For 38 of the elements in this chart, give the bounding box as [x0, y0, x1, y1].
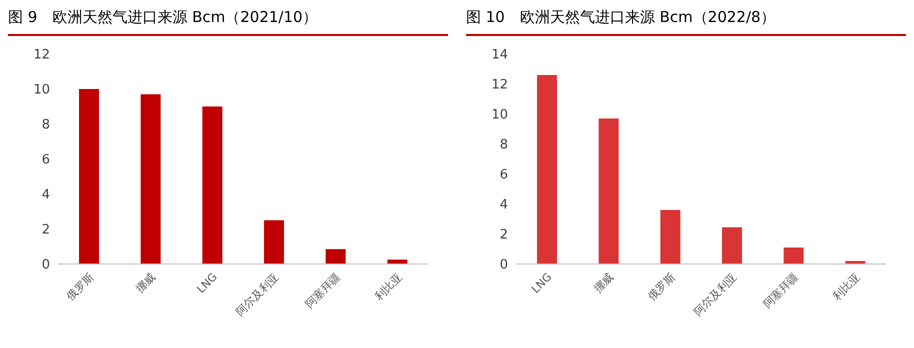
x-tick-label: 阿尔及利亚: [691, 270, 740, 319]
x-tick-label: 俄罗斯: [64, 270, 96, 303]
y-tick-label: 4: [500, 198, 508, 213]
y-tick-label: 8: [42, 118, 50, 133]
bar: [79, 89, 99, 264]
y-tick-label: 6: [500, 168, 508, 183]
y-tick-label: 12: [33, 48, 50, 63]
bar: [784, 248, 804, 264]
y-tick-label: 2: [42, 222, 50, 238]
y-tick-label: 10: [491, 108, 508, 123]
y-tick-label: 2: [500, 228, 508, 243]
x-tick-label: 阿塞拜疆: [302, 270, 344, 311]
y-tick-label: 12: [491, 78, 508, 93]
x-tick-label: 阿塞拜疆: [760, 270, 802, 311]
bar: [660, 210, 680, 264]
bar: [722, 227, 742, 264]
bar: [326, 249, 346, 264]
y-tick-label: 14: [491, 48, 508, 63]
bar: [598, 118, 619, 264]
y-tick-label: 8: [500, 138, 508, 153]
y-tick-label: 0: [42, 258, 50, 273]
chart-title: 图 10 欧洲天然气进口来源 Bcm（2022/8）: [466, 8, 906, 36]
chart-title: 图 9 欧洲天然气进口来源 Bcm（2021/10）: [8, 8, 448, 36]
y-tick-label: 0: [500, 258, 508, 273]
bar: [537, 75, 557, 264]
y-tick-label: 4: [42, 188, 50, 203]
bar: [140, 94, 161, 264]
x-tick-label: 利比亚: [830, 270, 863, 303]
bar: [202, 106, 222, 264]
y-tick-label: 6: [42, 152, 50, 168]
x-tick-label: 挪威: [133, 270, 158, 296]
bar: [264, 220, 284, 264]
x-tick-label: 俄罗斯: [645, 270, 678, 303]
bar: [387, 260, 408, 264]
x-tick-label: 挪威: [591, 270, 616, 296]
x-tick-label: 利比亚: [372, 270, 405, 303]
y-tick-label: 10: [33, 82, 50, 98]
x-tick-label: 阿尔及利亚: [233, 270, 282, 319]
